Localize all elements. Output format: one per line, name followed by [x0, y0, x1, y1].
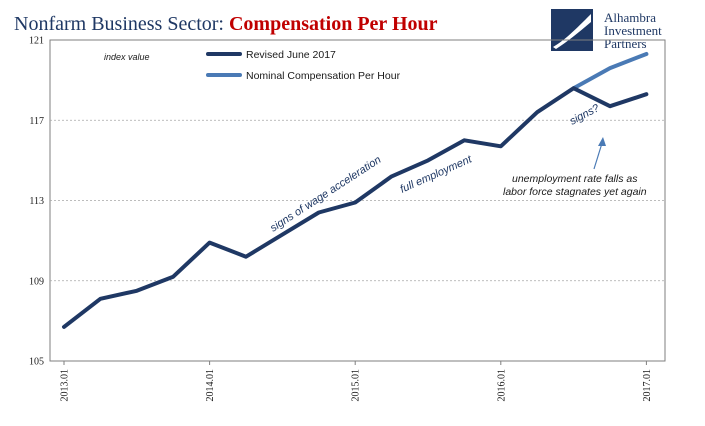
y-tick-label-1: 109 — [29, 276, 44, 287]
arrow-head-icon — [598, 137, 606, 146]
x-tick-label-2: 2015.01 — [351, 369, 362, 402]
y-tick-label-4: 121 — [29, 36, 44, 47]
annotation-unemployment-line-1: unemployment rate falls as — [512, 173, 638, 185]
y-axis-note: index value — [104, 52, 150, 62]
y-tick-label-0: 105 — [29, 357, 44, 368]
annotation-full-employment: full employment — [398, 153, 474, 196]
annotation-unemployment-line-2: labor force stagnates yet again — [503, 186, 647, 198]
y-tick-label-2: 113 — [29, 196, 44, 207]
chart-title-main: Nonfarm Business Sector: — [14, 13, 229, 35]
gridlines — [50, 119, 665, 282]
series-line-1 — [571, 52, 649, 91]
series-line-0 — [62, 86, 649, 329]
legend-label-nominal: Nominal Compensation Per Hour — [246, 70, 401, 82]
chart-title-accent: Compensation Per Hour — [229, 13, 438, 35]
logo-swoosh-icon — [553, 14, 591, 49]
alhambra-logo: Alhambra Investment Partners — [551, 9, 662, 51]
logo-line-3: Partners — [604, 36, 647, 51]
legend: Revised June 2017 Nominal Compensation P… — [206, 49, 401, 82]
annotation-signs: signs? — [568, 102, 602, 128]
y-tick-label-3: 117 — [29, 116, 44, 127]
logo-line-1: Alhambra — [604, 10, 656, 25]
series-lines — [62, 52, 649, 329]
x-tick-label-0: 2013.01 — [60, 369, 71, 402]
legend-label-revised: Revised June 2017 — [246, 49, 336, 61]
x-axis-ticks: 2013.01 2014.01 2015.01 2016.01 2017.01 — [60, 361, 653, 402]
chart-title: Nonfarm Business Sector: Compensation Pe… — [14, 13, 438, 35]
x-tick-label-3: 2016.01 — [496, 369, 507, 402]
x-tick-label-1: 2014.01 — [205, 369, 216, 402]
x-tick-label-4: 2017.01 — [642, 369, 653, 402]
annotation-arrow — [593, 137, 606, 170]
y-axis-ticks: 105 109 113 117 121 — [29, 36, 44, 368]
logo-line-2: Investment — [604, 23, 662, 38]
